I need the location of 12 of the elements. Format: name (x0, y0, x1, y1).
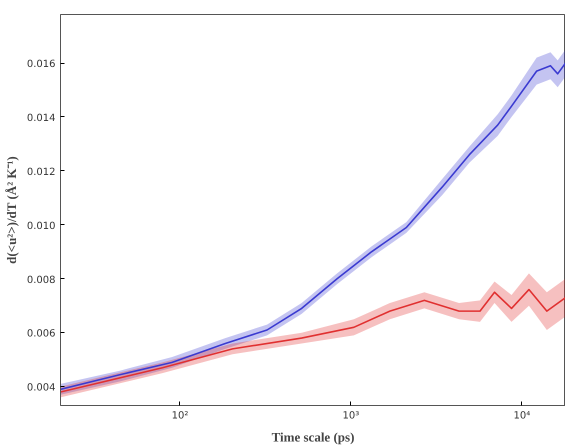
x-tick-label: 10³ (342, 410, 360, 422)
x-tick-label: 10⁴ (513, 410, 530, 422)
y-axis-title: d(<u²>)/dT (Å² K⁻¹) (4, 156, 19, 264)
y-tick-label: 0.016 (26, 59, 56, 70)
y-tick-label: 0.006 (26, 328, 56, 340)
y-tick-label: 0.012 (26, 166, 56, 178)
y-tick-label: 0.010 (26, 220, 56, 232)
y-tick-label: 0.008 (26, 274, 56, 286)
x-axis-title: Time scale (ps) (272, 430, 354, 444)
x-tick-label: 10² (172, 410, 188, 422)
y-tick-label: 0.004 (26, 382, 56, 394)
y-tick-label: 0.014 (26, 112, 56, 124)
